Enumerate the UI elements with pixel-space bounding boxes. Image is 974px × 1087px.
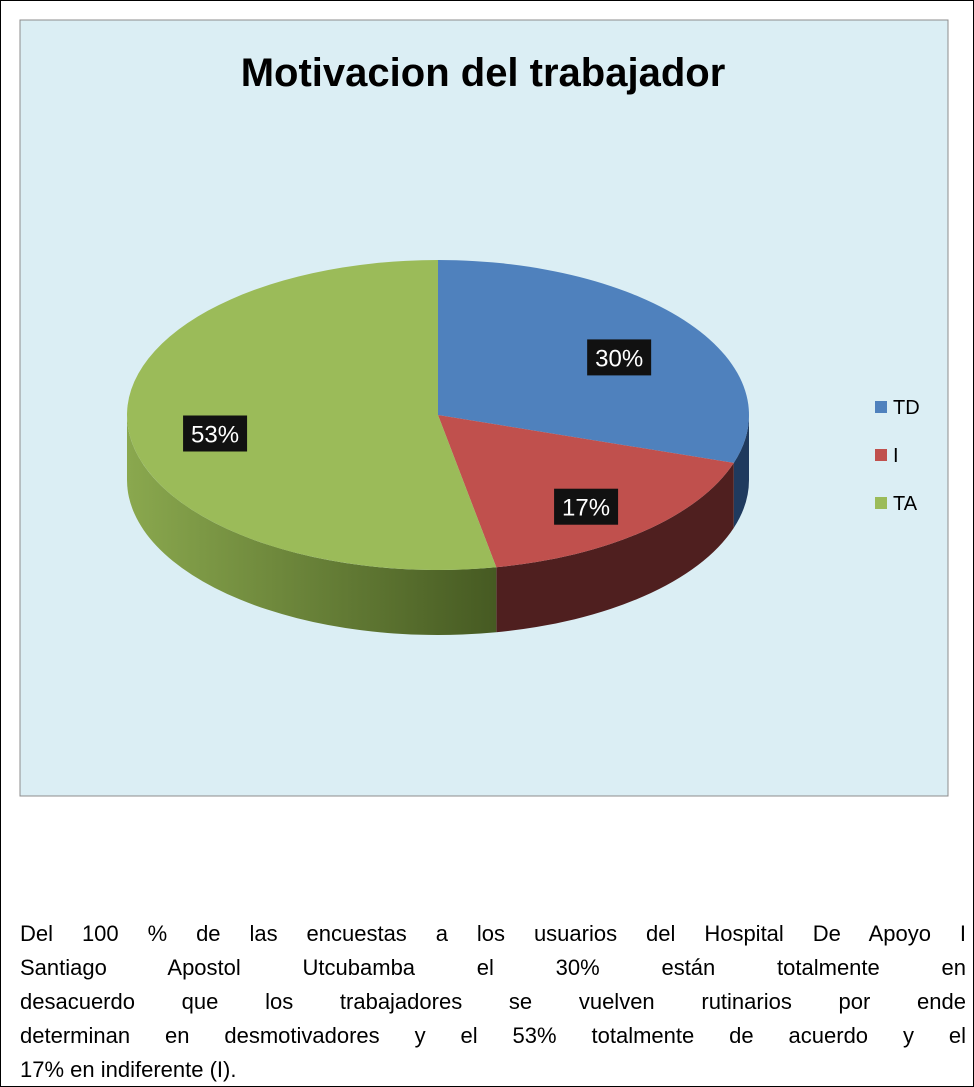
paragraph-line: desacuerdo que los trabajadores se vuelv… [20, 989, 966, 1014]
data-label: 30% [595, 345, 643, 372]
pie-slice [127, 260, 497, 570]
data-label: 17% [562, 495, 610, 522]
legend-label: I [893, 445, 899, 467]
data-label-bg [183, 415, 248, 452]
legend-label: TD [893, 397, 920, 419]
paragraph: Del 100 % de las encuestas a los usuario… [20, 917, 966, 1087]
paragraph-line: determinan en desmotivadores y el 53% to… [20, 1023, 966, 1048]
legend-swatch [875, 497, 887, 509]
pie-side [127, 415, 497, 635]
legend-label: TA [893, 493, 918, 515]
paragraph-line: Del 100 % de las encuestas a los usuario… [20, 921, 966, 946]
legend-swatch [875, 449, 887, 461]
paragraph-line: 17% en indiferente (I). [20, 1057, 237, 1082]
data-label: 53% [191, 422, 239, 449]
paragraph-line: Santiago Apostol Utcubamba el 30% están … [20, 955, 966, 980]
pie-side [496, 462, 734, 633]
chart: Motivacion del trabajador 30% 17% 53% TD I TA [19, 19, 949, 797]
chart-title: Motivacion del trabajador [241, 51, 726, 95]
data-label-bg [554, 488, 619, 525]
data-label-bg [587, 339, 652, 376]
pie-side [733, 415, 749, 528]
legend-swatch [875, 401, 887, 413]
